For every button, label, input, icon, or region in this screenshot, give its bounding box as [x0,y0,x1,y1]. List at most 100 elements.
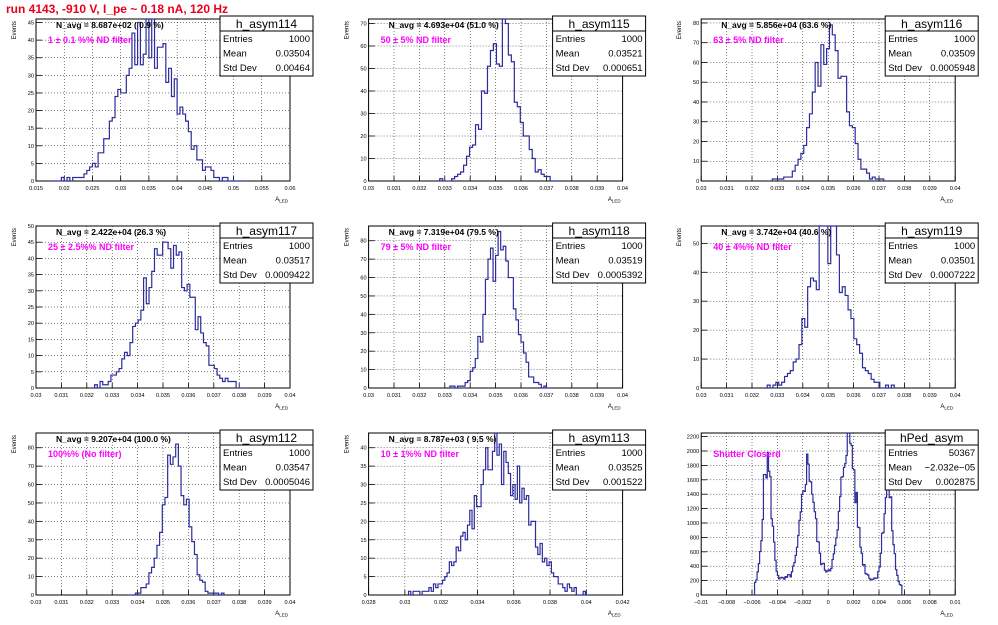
x-tick-label: −0.006 [743,600,760,606]
histogram-panel-h_asym117: 0.03 0.031 0.032 0.033 0.034 0.035 0.036 0.037 0… [12,222,314,411]
y-tick-label: 35 [360,464,366,470]
y-tick-label: 15 [28,126,34,132]
y-axis-label: Events [345,228,351,246]
y-tick-label: 800 [690,535,699,541]
stats-key: Mean [888,49,912,60]
x-tick-label: 0.031 [387,393,401,399]
y-tick-label: 600 [690,550,699,556]
y-tick-label: 10 [28,144,34,150]
y-tick-label: 60 [360,44,366,50]
y-tick-label: 40 [28,519,34,525]
x-axis-label: ALED [608,197,622,204]
x-tick-label: 0.039 [258,600,272,606]
x-tick-label: 0.036 [847,393,861,399]
x-tick-label: 0 [827,600,830,606]
x-tick-label: −0.002 [794,600,811,606]
histogram-line [753,432,903,595]
stats-key: Std Dev [888,270,922,281]
y-tick-label: 0 [696,593,699,599]
y-axis-label: Events [345,21,351,39]
filter-label: 79 ± 5% ND filter [381,242,452,252]
x-tick-label: 0.038 [565,393,579,399]
y-tick-label: 20 [28,321,34,327]
x-tick-label: 0.032 [412,186,426,192]
stats-key: Entries [888,448,918,459]
stats-title: h_asym112 [236,431,297,445]
x-tick-label: 0.034 [131,600,145,606]
x-tick-label: 0.034 [463,393,477,399]
stats-value: 0.002875 [936,477,976,488]
y-tick-label: 30 [28,73,34,79]
x-tick-label: 0.004 [872,600,886,606]
x-tick-label: 0.028 [362,600,376,606]
filter-label: 100%% (No filter) [48,449,122,459]
stats-value: 1000 [289,241,310,252]
y-tick-label: 30 [360,483,366,489]
y-tick-label: 0 [363,593,366,599]
x-tick-label: 0.036 [507,600,521,606]
x-axis-label: ALED [275,611,289,618]
y-tick-label: 30 [28,289,34,295]
x-tick-label: 0.038 [232,393,246,399]
x-tick-label: 0.037 [872,186,886,192]
stats-title: h_asym119 [901,224,962,238]
y-tick-label: 40 [693,270,699,276]
stats-value: 50367 [949,448,975,459]
x-tick-label: 0.031 [720,186,734,192]
y-tick-label: 80 [360,239,366,245]
y-tick-label: 50 [360,294,366,300]
x-tick-label: 0.035 [142,186,156,192]
y-tick-label: 200 [690,579,699,585]
x-tick-label: 0.038 [897,186,911,192]
stats-key: Std Dev [556,63,590,74]
x-tick-label: 0.04 [950,393,961,399]
y-tick-label: 10 [693,159,699,165]
y-tick-label: 15 [28,337,34,343]
y-tick-label: 25 [28,91,34,97]
x-tick-label: 0.036 [514,186,528,192]
y-tick-label: 20 [28,556,34,562]
histogram-line [52,18,245,182]
x-tick-label: 0.036 [514,393,528,399]
histogram-line [449,230,552,389]
x-tick-label: 0.03 [399,600,410,606]
y-tick-label: 10 [360,556,366,562]
x-tick-label: 0.034 [470,600,484,606]
stats-key: Entries [223,34,253,45]
stats-value: 0.03504 [276,49,310,60]
x-tick-label: 0.03 [31,393,42,399]
filter-label: 63 ± 5% ND filter [713,35,784,45]
x-tick-label: 0.038 [232,600,246,606]
filter-label: 50 ± 5% ND filter [381,35,452,45]
x-tick-label: 0.033 [770,393,784,399]
navg-label: N_avg = 9.207e+04 (100.0 %) [56,434,171,444]
x-tick-label: 0.036 [181,600,195,606]
stats-key: Mean [888,463,912,474]
y-axis-label: Events [677,21,683,39]
stats-value: 0.0009422 [265,270,310,281]
x-tick-label: 0.034 [796,393,810,399]
stats-title: hPed_asym [900,431,963,445]
x-tick-label: 0.039 [923,393,937,399]
y-tick-label: 50 [28,501,34,507]
stats-key: Std Dev [888,63,922,74]
filter-label: 40 ± 4%% ND filter [713,242,792,252]
histogram-line [771,24,887,182]
x-tick-label: 0.032 [745,393,759,399]
stats-value: 1000 [621,34,642,45]
stats-key: Std Dev [556,477,590,488]
x-tick-label: 0.033 [105,393,119,399]
y-axis-label: Events [345,435,351,453]
x-axis-label: ALED [608,404,622,411]
x-tick-label: 0.06 [285,186,296,192]
y-tick-label: 10 [28,354,34,360]
y-tick-label: 2200 [687,435,699,441]
stats-value: 1000 [621,448,642,459]
stats-value: 0.03547 [276,463,310,474]
x-axis-label: ALED [940,611,954,618]
y-tick-label: 25 [28,305,34,311]
stats-title: h_asym114 [236,17,297,31]
y-tick-label: 70 [693,41,699,47]
x-tick-label: 0.025 [85,186,99,192]
